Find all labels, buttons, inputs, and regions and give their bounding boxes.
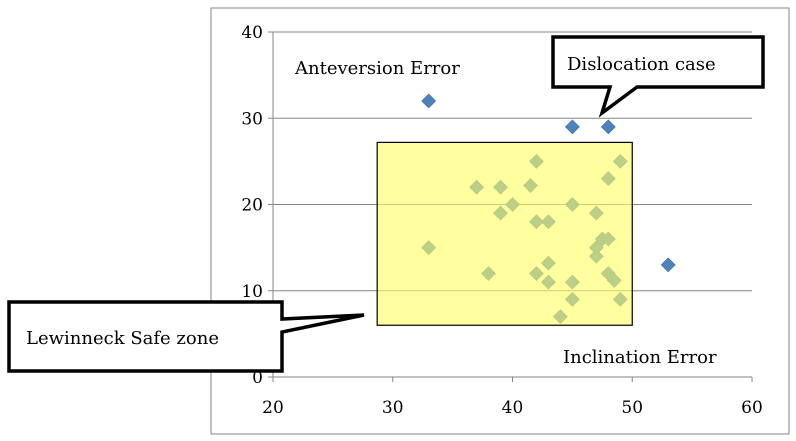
x-tick-label: 40 [502, 398, 524, 418]
y-tick-label: 0 [252, 368, 263, 388]
axis-ticks [268, 31, 753, 382]
y-tick-label: 20 [241, 196, 263, 216]
y-tick-label: 30 [241, 109, 263, 129]
data-point [421, 93, 437, 109]
x-tick-label: 50 [621, 398, 643, 418]
anteversion-error-label: Anteversion Error [294, 58, 460, 79]
x-tick-labels: 20 30 40 50 60 [262, 398, 763, 418]
y-tick-label: 40 [241, 23, 263, 43]
y-tick-labels: 0 10 20 30 40 [241, 23, 263, 388]
dislocation-callout [551, 35, 765, 118]
x-tick-label: 60 [741, 398, 763, 418]
data-point [564, 119, 580, 135]
x-tick-label: 30 [382, 398, 404, 418]
safe-zone-callout [7, 300, 365, 373]
data-point [600, 119, 616, 135]
data-point [660, 257, 676, 273]
safe-zone-label: Lewinneck Safe zone [26, 328, 219, 349]
dislocation-case-label: Dislocation case [567, 54, 716, 75]
inclination-error-label: Inclination Error [563, 347, 717, 368]
y-tick-label: 10 [241, 282, 263, 302]
safe-zone-box [376, 141, 633, 326]
x-tick-label: 20 [262, 398, 284, 418]
